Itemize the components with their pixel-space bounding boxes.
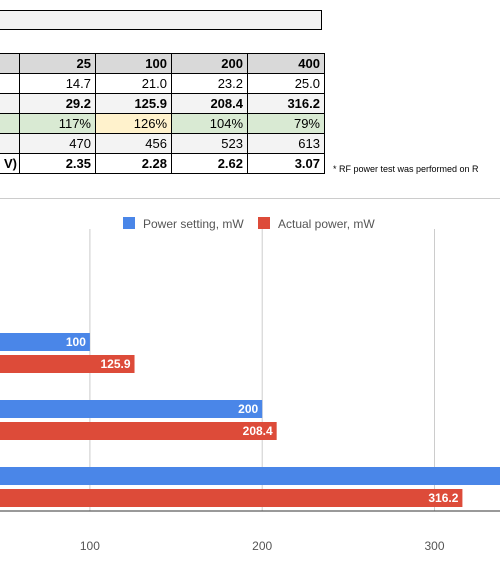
table-cell: 316.2 [247, 93, 325, 114]
table-row: V) 2.35 2.28 2.62 3.07 [0, 153, 325, 174]
row-label [0, 93, 20, 114]
bar-setting [0, 333, 90, 351]
table-header-row: 25 100 200 400 [0, 53, 325, 74]
legend-label-2: Actual power, mW [278, 217, 375, 231]
bar-data-label: 125.9 [100, 357, 130, 371]
table-cell: 21.0 [95, 73, 172, 94]
bar-data-label: 316.2 [428, 491, 458, 505]
chart-x-ticks: 100 200 300 [80, 539, 445, 553]
table-cell: 29.2 [19, 93, 96, 114]
table-row: 470 456 523 613 [0, 133, 325, 154]
power-table: 25 100 200 400 14.7 21.0 23.2 25.0 29.2 … [0, 53, 325, 174]
header-cell: 25 [19, 53, 96, 74]
table-cell: 23.2 [171, 73, 248, 94]
row-label [0, 73, 20, 94]
chart-legend: Power setting, mW Actual power, mW [123, 217, 375, 231]
table-cell: 470 [19, 133, 96, 154]
bar-setting [0, 467, 500, 485]
bar-data-label: 100 [66, 335, 86, 349]
legend-swatch-2 [258, 217, 270, 229]
header-cell: 100 [95, 53, 172, 74]
chart-bars: 100 125.9 200 208.4 316.2 [0, 333, 500, 507]
legend-swatch-1 [123, 217, 135, 229]
header-cell: 200 [171, 53, 248, 74]
table-row: 14.7 21.0 23.2 25.0 [0, 73, 325, 94]
section-divider [0, 198, 500, 199]
table-cell: 125.9 [95, 93, 172, 114]
table-cell: 104% [171, 113, 248, 134]
table-cell: 14.7 [19, 73, 96, 94]
power-bar-chart: Power setting, mW Actual power, mW 100 125… [0, 217, 500, 553]
table-cell: 2.62 [171, 153, 248, 174]
x-tick-label: 200 [252, 539, 272, 553]
header-cell: 400 [247, 53, 325, 74]
table-row: 29.2 125.9 208.4 316.2 [0, 93, 325, 114]
table-title-box [0, 10, 322, 30]
table-cell: 25.0 [247, 73, 325, 94]
bar-data-label: 200 [238, 402, 258, 416]
table-cell: 208.4 [171, 93, 248, 114]
footnote: * RF power test was performed on R [333, 164, 479, 174]
table-cell: 3.07 [247, 153, 325, 174]
bar-actual [0, 355, 135, 373]
table-cell: 79% [247, 113, 325, 134]
row-label [0, 113, 20, 134]
table-cell: 613 [247, 133, 325, 154]
table-cell: 456 [95, 133, 172, 154]
table-cell: 126% [95, 113, 172, 134]
row-label [0, 133, 20, 154]
table-cell: 523 [171, 133, 248, 154]
table-cell: 2.35 [19, 153, 96, 174]
bar-data-label: 208.4 [243, 424, 273, 438]
table-cell: 2.28 [95, 153, 172, 174]
legend-label-1: Power setting, mW [143, 217, 244, 231]
table-cell: 117% [19, 113, 96, 134]
x-tick-label: 300 [424, 539, 444, 553]
x-tick-label: 100 [80, 539, 100, 553]
header-label-cell [0, 53, 20, 74]
bar-actual [0, 422, 277, 440]
table-row-percent: 117% 126% 104% 79% [0, 113, 325, 134]
bar-setting [0, 400, 263, 418]
row-label: V) [0, 153, 20, 174]
bar-actual [0, 489, 463, 507]
